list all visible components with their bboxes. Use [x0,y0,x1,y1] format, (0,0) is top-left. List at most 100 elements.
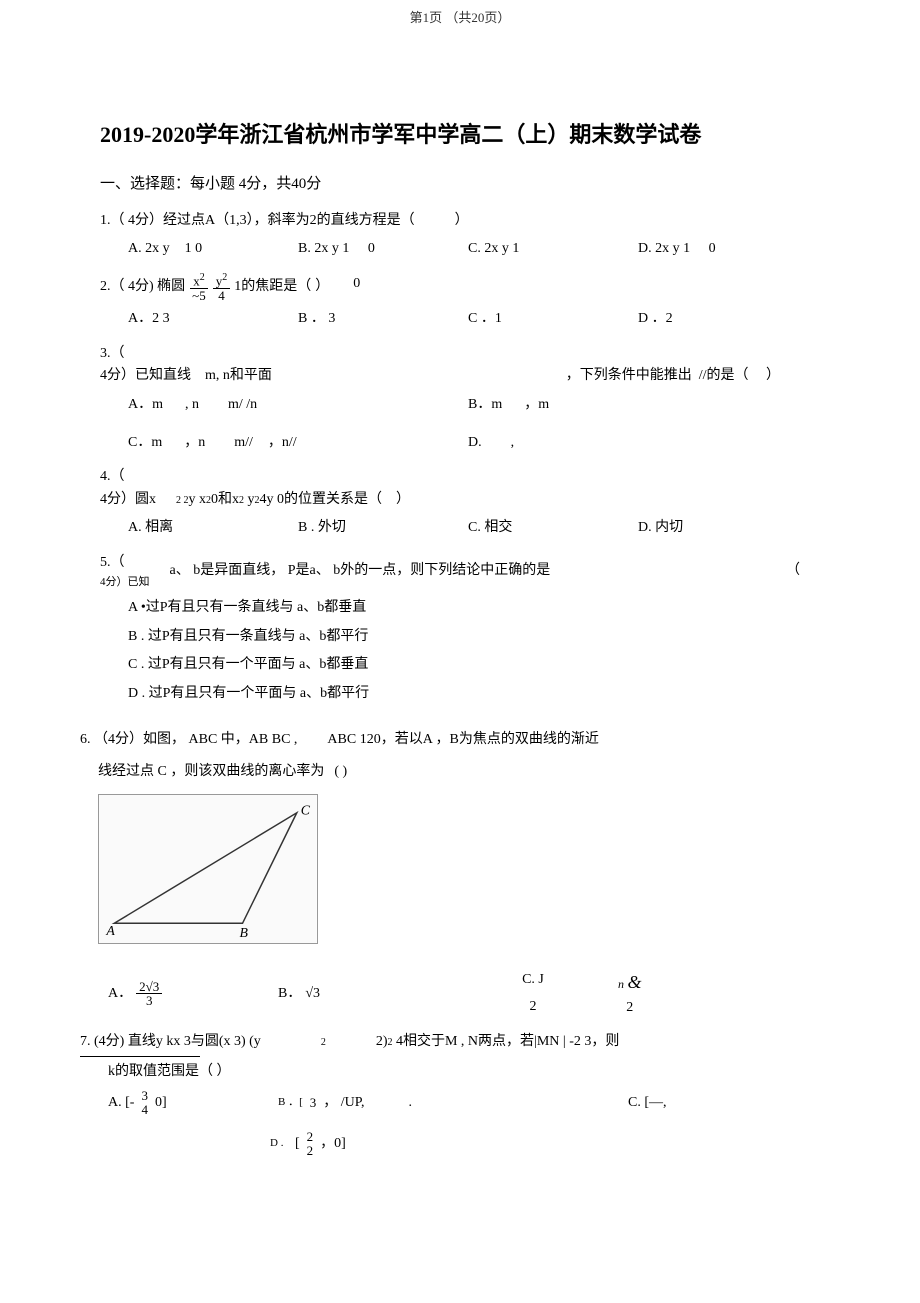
q6-b-val: √3 [305,983,320,1005]
q7-b-t: . [408,1092,412,1114]
question-4: 4.（ 4分）圆x 2 2 y x 2 0和x 2 y 2 4y 0的位置关系是… [100,466,820,541]
exam-title: 2019-2020学年浙江省杭州市学军中学高二（上）期末数学试卷 [100,117,820,152]
q6-a-lab: A． [108,983,132,1005]
q7-a-n: 3 [138,1089,151,1103]
q7-stem-a: 7. (4分) 直线y kx 3与圆(x 3) (y [80,1031,261,1053]
q3-d2: , [511,432,515,454]
q5-stem-a: a、 b是异面直线， P是a、 b外的一点，则下列结论中正确的是 [170,560,787,582]
q7-e1: 2 [321,1035,326,1051]
q4-stem-d: 0和x [211,489,239,511]
q3-stem-b: ，下列条件中能推出 [566,368,692,383]
q5-head-sub: 4分）已知 [100,574,150,592]
q1-opt-c: C. 2x y 1 [468,238,519,260]
page-content: 2019-2020学年浙江省杭州市学军中学高二（上）期末数学试卷 一、选择题：每… [0,37,920,1210]
page-header: 第1页 （共20页） [0,0,920,37]
q2-f2ns: 2 [222,272,227,283]
q7-a-t: 0] [155,1092,167,1114]
q5-a: A •过P有且只有一条直线与 a、b都垂直 [100,597,820,619]
svg-text:B: B [240,925,249,940]
q6-stem-c: 线经过点 C ，则该双曲线的离心率为 [98,761,324,783]
q2-stem-a: 2.（ 4分) 椭圆 [100,276,185,298]
q5-b: B . 过P有且只有一条直线与 a、b都平行 [100,626,820,648]
q2-stem-c: ） [315,276,329,298]
q3-c3: ，n// [268,432,297,454]
q6-c-lab: C. J [522,969,544,991]
page-number: 第1页 （共20页） [410,10,511,25]
section-heading: 一、选择题：每小题 4分，共40分 [100,172,820,196]
q6-stem-d: ( ) [334,761,347,783]
q6-stem-a: 6. （4分）如图， ABC 中，AB BC , [80,729,297,751]
q6-a-d: 3 [143,994,156,1008]
q4-c: C. 相交 [468,517,512,539]
q3-stem-d: ） [766,368,780,383]
q6-d-lab: n [618,977,624,991]
q2-stem-b: 1的焦距是（ [234,276,311,298]
q7-d-n: 2 [304,1130,317,1144]
question-7: 7. (4分) 直线y kx 3与圆(x 3) (y 2 2) 2 4相交于M … [80,1031,820,1159]
q3-cm: ，n [184,432,205,454]
q6-c-sub: 2 [530,996,537,1018]
q4-e1: 2 2 [176,493,189,509]
q3-head: 3.（ [100,343,820,365]
q4-stem-c: x [199,489,206,511]
q6-a-n: 2√3 [136,980,162,995]
q3-a2: m/ /n [228,394,257,416]
q7-d-d: 2 [304,1144,317,1158]
q3-a-mid: , n [185,394,199,416]
q7-d-m: [ [295,1133,300,1155]
q6-b-lab: B． [278,983,301,1005]
divider-line [80,1056,200,1057]
q4-d: D. 内切 [638,517,683,539]
question-3: 3.（ 4分）已知直线 m, n和平面 ，下列条件中能推出 //的是（ ） A．… [100,343,820,457]
q5-d: D . 过P有且只有一个平面与 a、b都平行 [100,683,820,705]
q5-head: 5.（ [100,552,150,574]
q6-d-sym: & [628,972,642,992]
q4-stem-f: 4y 0的位置关系是（ [260,489,383,511]
question-2: 2.（ 4分) 椭圆 x2~5 y24 1的焦距是（ ） 0 A．2 3 B ．… [100,273,820,333]
q3-c2: m// [234,432,253,454]
question-6: 6. （4分）如图， ABC 中，AB BC , ABC 120，若以A ，B为… [80,715,820,1021]
q7-d-t: ，0] [320,1133,346,1155]
q3-d: D. [468,432,482,454]
q7-a-d: 4 [138,1103,151,1117]
q7-b-n: 3 [307,1096,320,1110]
q2-opt-d: D ．2 [638,308,673,330]
q7-b-lab: B ．[ [278,1094,303,1112]
q1-opt-a: A. 2x y [128,238,170,260]
q4-stem-b: y [189,489,196,511]
q4-e3: 2 [239,493,244,509]
q4-stem-a: 4分）圆x [100,489,156,511]
svg-text:A: A [105,923,115,938]
q2-f1ns: 2 [200,272,205,283]
q1-stem-a: 1.（ 4分）经过点A（1,3），斜率为2的直线方程是（ [100,210,415,232]
q7-b-m: ， /UP, [323,1092,364,1114]
q7-sub: k的取值范围是（ ） [80,1061,820,1083]
q2-f1d: ~5 [189,289,209,303]
q4-stem-g: ） [396,489,410,511]
q1-opt-d: D. 2x y 1 [638,238,690,260]
q7-a-lab: A. [- [108,1092,134,1114]
q7-stem-c: 4相交于M , N两点，若|MN | -2 3，则 [396,1031,619,1053]
q3-stem-c: //的是（ [699,368,749,383]
q2-zero: 0 [353,273,360,295]
q7-d-lab: D . [270,1135,283,1153]
q3-stem-m: m, n和平面 [205,368,272,383]
q7-stem-b: 2) [376,1031,388,1053]
q4-b: B . 外切 [298,517,346,539]
svg-text:C: C [301,803,311,818]
q2-f2d: 4 [215,289,228,303]
q2-opt-c: C ．1 [468,308,502,330]
q3-c: C．m [128,432,162,454]
triangle-figure: A B C [98,794,318,944]
q6-d-sub: 2 [626,997,633,1019]
q4-head: 4.（ [100,466,820,488]
q3-stem-a: 4分）已知直线 [100,368,191,383]
q5-c: C . 过P有且只有一个平面与 a、b都垂直 [100,654,820,676]
q3-b2: ，m [524,394,549,416]
q6-stem-b: ABC 120，若以A ，B为焦点的双曲线的渐近 [327,729,598,751]
q5-stem-b: （ [786,560,800,582]
q7-e2: 2 [387,1035,392,1051]
q4-a: A. 相离 [128,517,173,539]
q7-c-lab: C. [—, [628,1092,667,1114]
question-5: 5.（ 4分）已知 a、 b是异面直线， P是a、 b外的一点，则下列结论中正确… [100,552,820,706]
